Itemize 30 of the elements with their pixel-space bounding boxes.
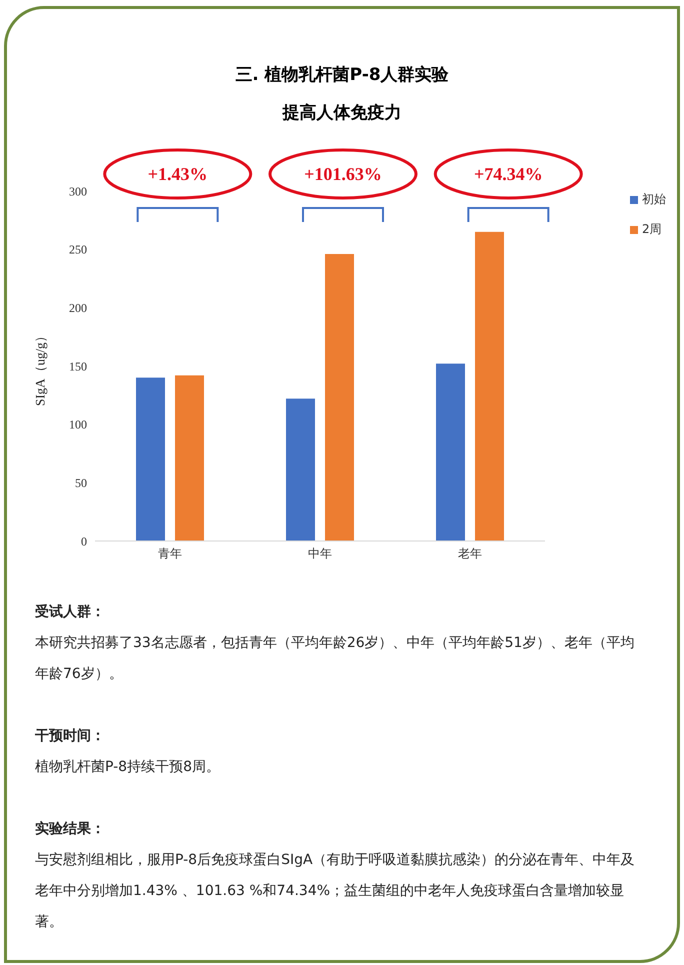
bar (325, 254, 354, 541)
y-tick-label: 100 (69, 418, 87, 432)
text: 本研究共招募了33名志愿者，包括青年（平均年龄26岁）、中年（平均年龄51岁）、老年（平均年龄76岁）。 (35, 634, 636, 684)
bar (436, 364, 465, 541)
x-tick-label: 中年 (308, 546, 332, 561)
x-tick-label: 青年 (158, 546, 182, 561)
bar (286, 398, 315, 541)
y-axis-title: SIgA（ug/g） (32, 329, 48, 406)
y-tick-label: 150 (69, 359, 87, 374)
y-tick-label: 200 (69, 300, 87, 315)
x-tick-label: 老年 (458, 546, 482, 561)
y-tick-label: 0 (81, 534, 87, 548)
legend-label: 初始 (642, 192, 666, 206)
text: +1.43% (148, 164, 208, 184)
y-tick-label: 300 (69, 184, 87, 198)
chart-title: 三. 植物乳杆菌P-8人群实验 (234, 64, 450, 86)
bar (475, 232, 504, 541)
y-tick-label: 250 (69, 242, 87, 257)
text: +74.34% (474, 164, 543, 184)
text: 与安慰剂组相比，服用P-8后免疫球蛋白SIgA（有助于呼吸道黏膜抗感染）的分泌在青年、中年及老年中分别增加1.43% 、101.63 %和74.34%；益生菌组的中老年人免疫球蛋白含量增加较显著。 (35, 851, 636, 932)
legend-label: 2周 (642, 222, 662, 236)
text: 受试人群： (35, 603, 106, 622)
bar (175, 375, 204, 541)
chart-subtitle: 提高人体免疫力 (281, 102, 402, 124)
bar (136, 378, 165, 541)
y-tick-label: 50 (75, 476, 87, 490)
text: 植物乳杆菌P-8持续干预8周。 (35, 758, 222, 777)
text: 干预时间： (35, 727, 106, 746)
text: +101.63% (304, 164, 382, 184)
text: 实验结果： (35, 820, 106, 839)
